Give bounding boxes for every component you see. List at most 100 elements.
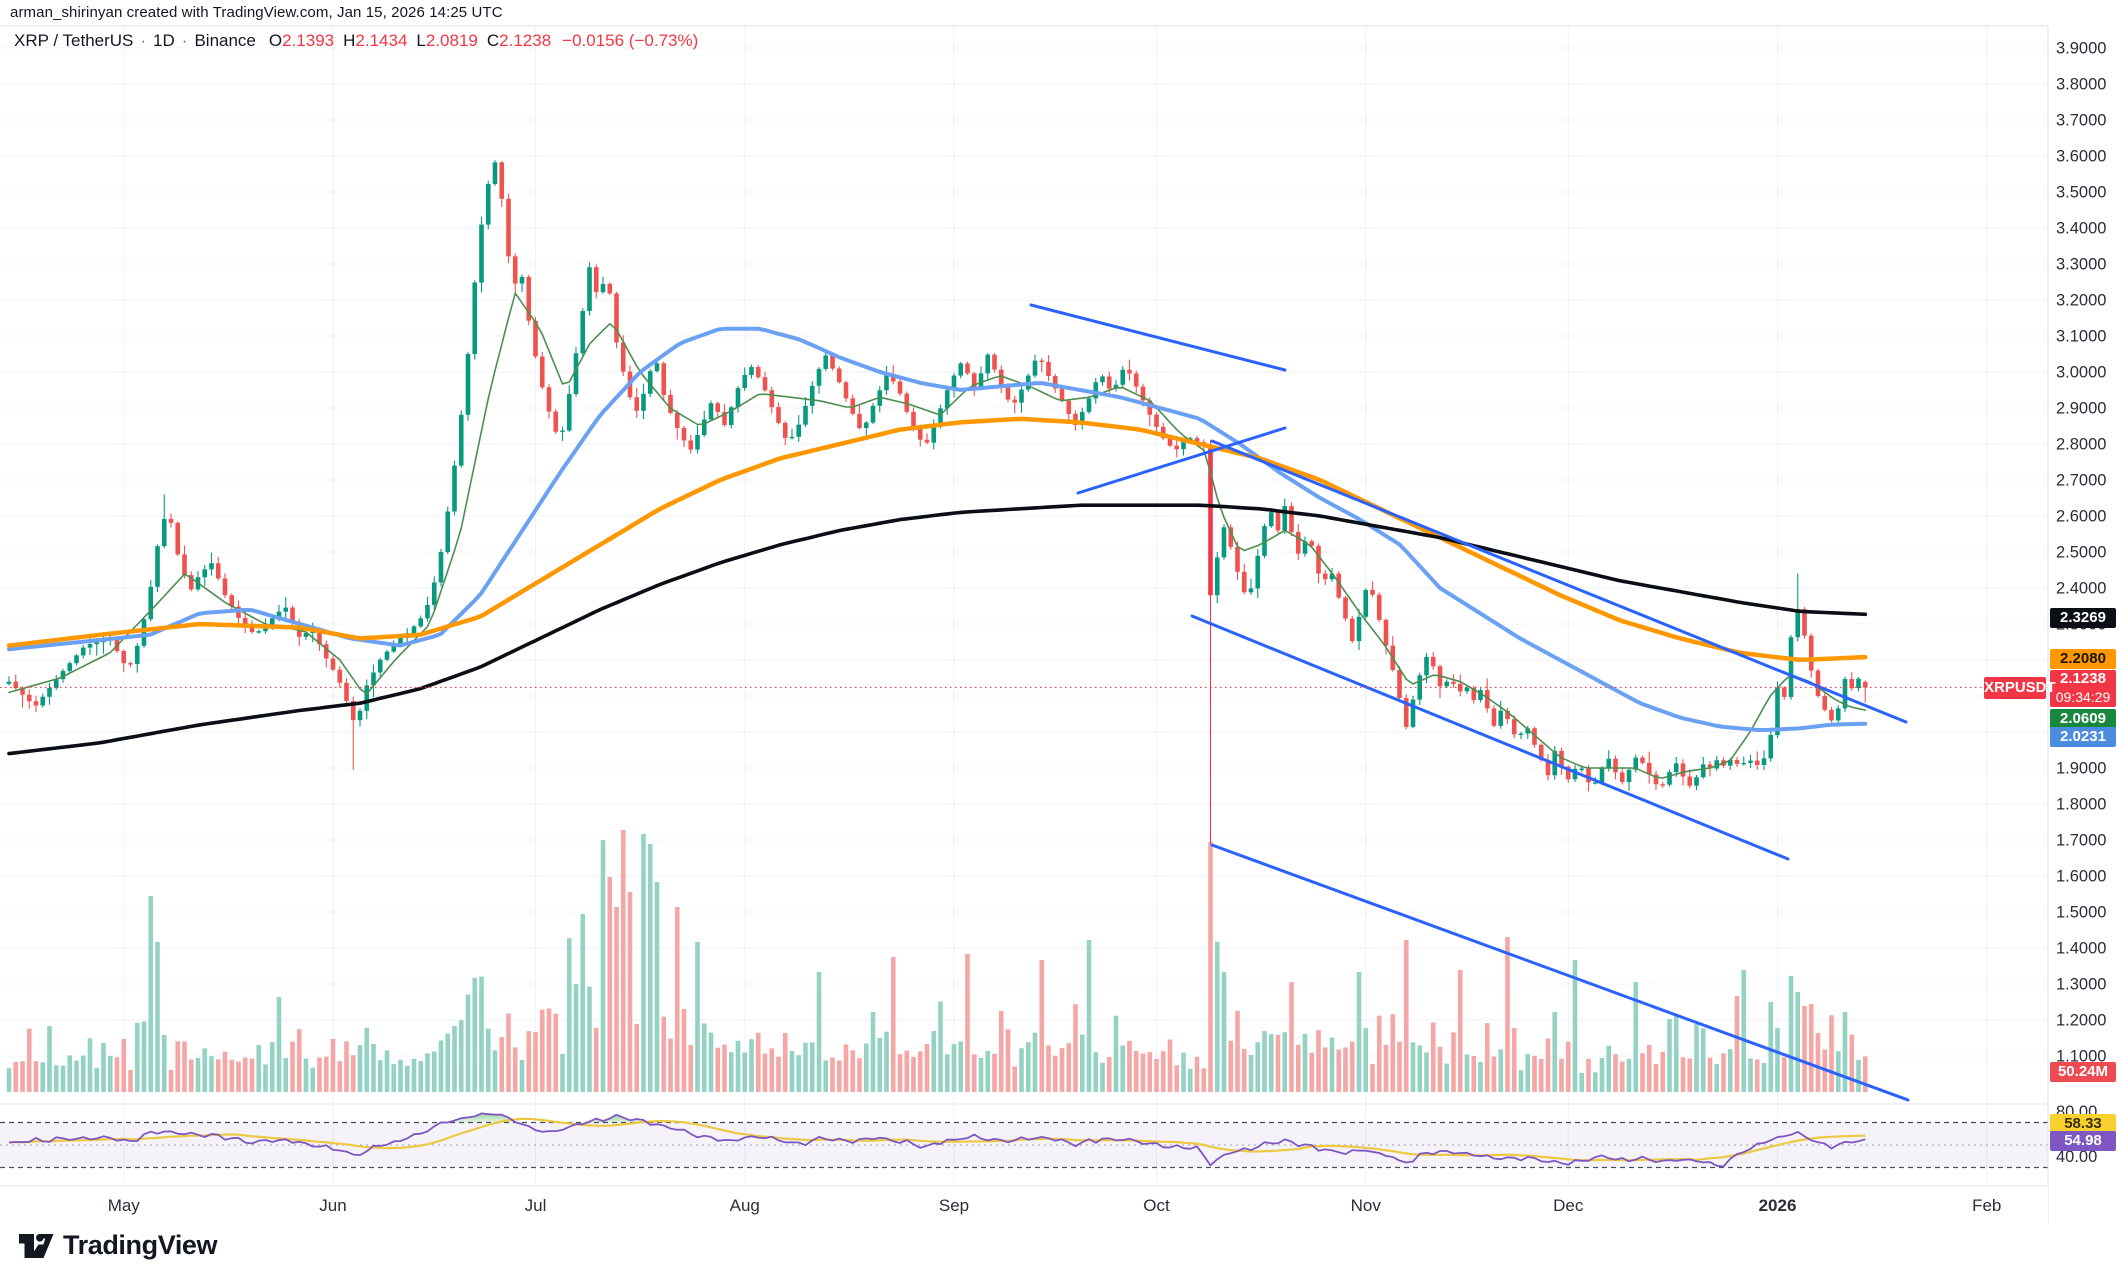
- volume-bar: [1849, 1034, 1855, 1092]
- candle-body: [1032, 360, 1038, 376]
- trendline[interactable]: [1029, 303, 1287, 372]
- price-axis-label[interactable]: 3.1000: [2056, 328, 2106, 346]
- time-axis-label[interactable]: May: [108, 1196, 141, 1215]
- candle-body: [917, 428, 923, 440]
- volume-bar: [485, 1028, 491, 1092]
- candle-body: [1329, 573, 1335, 580]
- candle-body: [992, 354, 997, 370]
- candle-body: [74, 655, 79, 664]
- time-axis-label[interactable]: Nov: [1351, 1196, 1382, 1215]
- symbol-title[interactable]: XRP / TetherUS: [14, 31, 134, 50]
- volume-bar: [1221, 972, 1227, 1092]
- candle-body: [654, 363, 660, 372]
- candle-body: [1579, 768, 1585, 770]
- volume-bar: [263, 1064, 268, 1092]
- price-axis-label[interactable]: 2.4000: [2056, 580, 2106, 598]
- price-axis-label[interactable]: 1.3000: [2056, 976, 2106, 994]
- volume-bar: [1815, 1033, 1821, 1092]
- price-axis-label[interactable]: 3.0000: [2056, 364, 2106, 382]
- high-value: H2.1434: [343, 31, 408, 50]
- time-axis-label[interactable]: Feb: [1972, 1196, 2001, 1215]
- candle-body: [1235, 546, 1240, 572]
- price-axis-label[interactable]: 1.9000: [2056, 760, 2106, 778]
- time-axis-label[interactable]: Sep: [939, 1196, 969, 1215]
- price-axis-label[interactable]: 3.3000: [2056, 256, 2106, 274]
- time-axis-background[interactable]: [0, 1187, 2048, 1225]
- volume-bar: [863, 1043, 869, 1092]
- volume-bar: [951, 1044, 957, 1092]
- volume-bar: [1025, 1042, 1031, 1092]
- volume-bar: [1329, 1037, 1335, 1092]
- time-axis-label[interactable]: Dec: [1553, 1196, 1584, 1215]
- trendline[interactable]: [1190, 614, 1790, 861]
- trendline[interactable]: [1210, 439, 1908, 724]
- candle-body: [1066, 400, 1072, 414]
- price-axis-label[interactable]: 1.2000: [2056, 1012, 2106, 1030]
- candle-body: [276, 611, 282, 619]
- candle-body: [1775, 687, 1780, 735]
- time-axis-label[interactable]: Jun: [319, 1196, 346, 1215]
- candle-body: [384, 651, 390, 660]
- price-axis-label[interactable]: 3.2000: [2056, 292, 2106, 310]
- candle-body: [1660, 784, 1666, 786]
- candle-body: [1815, 670, 1821, 696]
- symbol-axis-tag: XRPUSDT: [1984, 677, 2056, 699]
- price-axis[interactable]: 3.9000 3.8000 3.7000 3.6000 3.5000 3.4000 3.30…: [2047, 0, 2119, 1269]
- volume-bar: [1525, 1054, 1531, 1092]
- rsi-pane[interactable]: [0, 1112, 2048, 1169]
- time-axis-label[interactable]: Jul: [525, 1196, 547, 1215]
- price-axis-label[interactable]: 1.6000: [2056, 868, 2106, 886]
- price-axis-label[interactable]: 1.1000: [2056, 1048, 2106, 1066]
- candlestick-series[interactable]: [6, 160, 1868, 844]
- rsi-axis-label[interactable]: 40.00: [2056, 1148, 2097, 1166]
- price-axis-label[interactable]: 2.6000: [2056, 508, 2106, 526]
- candle-body: [1316, 545, 1321, 574]
- volume-bar: [1565, 1041, 1571, 1092]
- price-axis-label[interactable]: 2.5000: [2056, 544, 2106, 562]
- price-axis-background[interactable]: [2048, 0, 2119, 1269]
- trendline[interactable]: [1210, 843, 1910, 1102]
- ma-black-line: [7, 503, 1868, 756]
- price-axis-label[interactable]: 3.4000: [2056, 220, 2106, 238]
- candle-body: [965, 363, 970, 374]
- price-axis-label[interactable]: 3.9000: [2056, 40, 2106, 58]
- price-axis-label[interactable]: 1.7000: [2056, 832, 2106, 850]
- time-axis-label[interactable]: 2026: [1759, 1196, 1797, 1215]
- price-axis-label[interactable]: 3.5000: [2056, 184, 2106, 202]
- volume-bar: [431, 1051, 437, 1092]
- candle-body: [998, 369, 1004, 386]
- time-axis-label[interactable]: Oct: [1143, 1196, 1170, 1215]
- volume-bar: [641, 834, 646, 1092]
- volume-bar: [1174, 1065, 1180, 1092]
- ma-green-line: [8, 292, 1867, 779]
- trendline-drawings[interactable]: [1029, 303, 1910, 1102]
- volume-pane[interactable]: [6, 830, 1868, 1092]
- chart-legend[interactable]: XRP / TetherUS · 1D · Binance O2.1393 H2…: [14, 31, 698, 51]
- ma-orange-badge: 2.2080: [2050, 649, 2116, 669]
- volume-bar: [391, 1064, 397, 1092]
- candle-body: [539, 356, 545, 388]
- volume-bar: [850, 1050, 856, 1092]
- price-axis-label[interactable]: 3.8000: [2056, 76, 2106, 94]
- candle-body: [1700, 764, 1706, 778]
- price-axis-label[interactable]: 1.4000: [2056, 940, 2106, 958]
- time-axis[interactable]: May Jun Jul Aug Sep Oct Nov Dec 2026 Feb: [0, 1187, 2048, 1225]
- price-axis-label[interactable]: 1.5000: [2056, 904, 2106, 922]
- price-axis-label[interactable]: 3.7000: [2056, 112, 2106, 130]
- price-axis-label[interactable]: 2.7000: [2056, 472, 2106, 490]
- price-axis-label[interactable]: 1.8000: [2056, 796, 2106, 814]
- time-axis-label[interactable]: Aug: [730, 1196, 760, 1215]
- low-value: L2.0819: [416, 31, 478, 50]
- timeframe-label[interactable]: 1D: [153, 31, 175, 50]
- trendline[interactable]: [1076, 426, 1287, 495]
- candle-body: [1545, 760, 1551, 776]
- volume-bar: [1484, 1023, 1490, 1092]
- volume-bar: [188, 1059, 194, 1092]
- volume-bar: [1552, 1012, 1558, 1092]
- price-axis-label[interactable]: 2.9000: [2056, 400, 2106, 418]
- price-axis-label[interactable]: 3.6000: [2056, 148, 2106, 166]
- candle-body: [418, 618, 424, 627]
- tradingview-brand[interactable]: TradingView: [18, 1230, 218, 1261]
- price-axis-label[interactable]: 2.8000: [2056, 436, 2106, 454]
